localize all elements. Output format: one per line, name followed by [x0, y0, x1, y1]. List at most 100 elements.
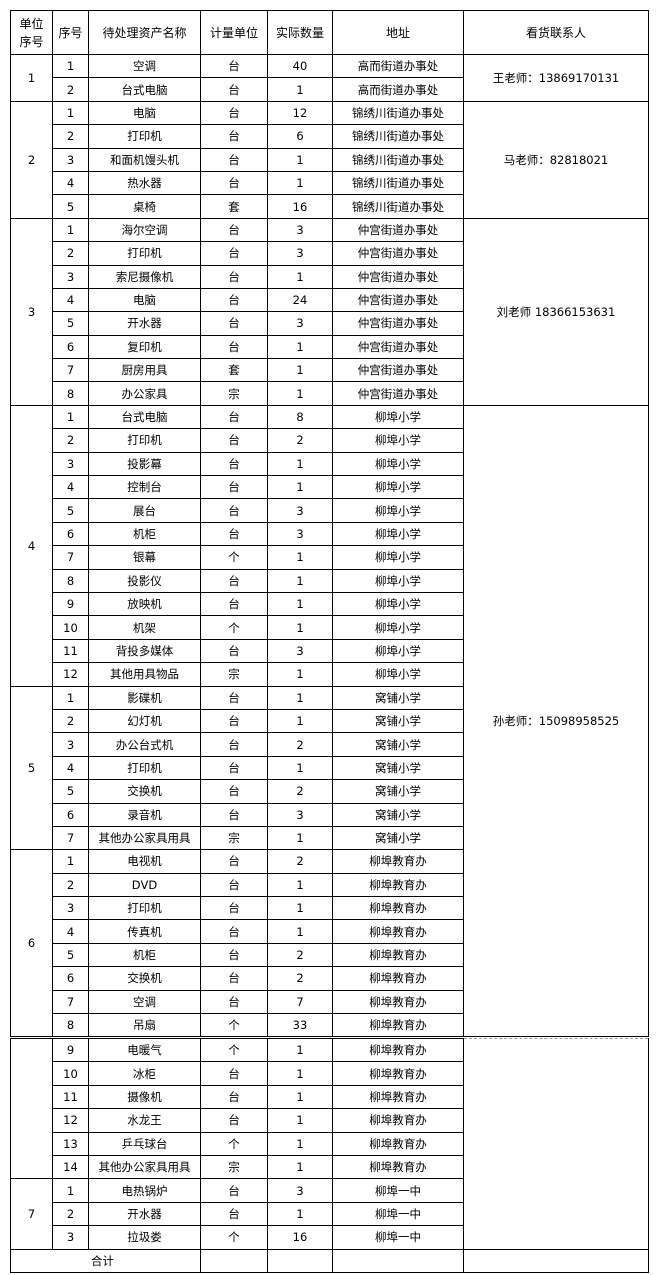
- item-seq: 3: [52, 264, 89, 289]
- item-address: 柳埠教育办: [332, 966, 464, 991]
- item-name: 开水器: [88, 311, 201, 336]
- item-measure-unit: 台: [200, 708, 268, 734]
- total-contact: [463, 1248, 649, 1273]
- item-seq: 8: [52, 1013, 89, 1038]
- item-quantity: 1: [267, 615, 333, 640]
- table-row: 5 展台台 3 柳埠小学: [11, 498, 649, 523]
- item-address: 柳埠教育办: [332, 1108, 464, 1133]
- item-measure-unit: 台: [200, 404, 268, 430]
- item-seq: 4: [52, 170, 89, 196]
- item-name: DVD: [88, 872, 201, 898]
- header-contact: 看货联系人: [463, 10, 649, 55]
- table-row: 3 投影幕台 1 柳埠小学: [11, 451, 649, 477]
- contact-person: [463, 1038, 649, 1250]
- table-row: 4 传真机台 1 柳埠教育办: [11, 919, 649, 944]
- item-name: 控制台: [88, 475, 201, 500]
- item-address: 仲宫街道办事处: [332, 358, 464, 383]
- item-quantity: 1: [267, 568, 333, 593]
- item-seq: 11: [52, 638, 89, 664]
- table-row: 6 1 电视机台 2 柳埠教育办: [10, 849, 649, 1038]
- item-measure-unit: 台: [200, 451, 268, 477]
- unit-number: 3: [10, 217, 53, 406]
- item-name: 其他办公家具用具: [88, 1154, 201, 1180]
- asset-table-part-2: 9 电暖气个 1 柳埠教育办 10 冰柜台 1 柳埠教育办 11 摄像机台 1 柳埠教育办 12 水龙王台…: [10, 1037, 649, 1273]
- item-name: 吊扇: [88, 1013, 201, 1038]
- item-quantity: 1: [267, 77, 333, 102]
- item-quantity: 1: [267, 919, 333, 944]
- item-seq: 11: [52, 1084, 89, 1110]
- item-address: 柳埠小学: [332, 568, 464, 593]
- table-row: 7 1 电热锅炉台 3 柳埠一中: [10, 1178, 649, 1250]
- item-measure-unit: 宗: [200, 825, 268, 851]
- item-address: 仲宫街道办事处: [332, 334, 464, 360]
- table-row: 2 1 电脑台 12 锦绣川街道办事处 马老师：82818021: [10, 100, 649, 219]
- item-name: 电热锅炉: [88, 1178, 201, 1203]
- item-quantity: 3: [267, 498, 333, 523]
- item-quantity: 16: [267, 194, 333, 219]
- table-row: 8 办公家具宗 1 仲宫街道办事处: [11, 381, 649, 406]
- item-name: 开水器: [88, 1201, 201, 1227]
- unit-number: 4: [10, 404, 53, 687]
- item-seq: 7: [52, 825, 89, 851]
- item-measure-unit: 台: [200, 966, 268, 991]
- contact-person: 刘老师 18366153631: [463, 217, 649, 406]
- item-measure-unit: 台: [200, 896, 268, 921]
- item-address: 柳埠小学: [332, 498, 464, 523]
- item-address: 锦绣川街道办事处: [332, 194, 464, 219]
- item-name: 电暖气: [88, 1037, 201, 1063]
- item-seq: 6: [52, 802, 89, 827]
- item-address: 仲宫街道办事处: [332, 241, 464, 266]
- item-address: 柳埠一中: [332, 1178, 464, 1203]
- item-seq: 8: [52, 381, 89, 406]
- table-row: 6 机柜台 3 柳埠小学: [11, 521, 649, 547]
- item-measure-unit: 台: [200, 732, 268, 757]
- item-address: 柳埠小学: [332, 404, 464, 430]
- item-address: 柳埠小学: [332, 615, 464, 640]
- table-row: 11 摄像机台 1 柳埠教育办: [11, 1084, 649, 1110]
- item-name: 背投多媒体: [88, 638, 201, 664]
- item-seq: 10: [52, 1061, 89, 1086]
- item-measure-unit: 个: [200, 1225, 268, 1250]
- item-quantity: 1: [267, 170, 333, 196]
- item-seq: 1: [52, 404, 89, 430]
- item-name: 厨房用具: [88, 358, 201, 383]
- item-seq: 12: [52, 662, 89, 687]
- table-row: 8 吊扇个 33 柳埠教育办: [11, 1013, 649, 1038]
- item-seq: 2: [52, 708, 89, 734]
- table-row: 3 办公台式机台 2 窝铺小学: [11, 732, 649, 757]
- item-name: 交换机: [88, 779, 201, 804]
- item-name: 银幕: [88, 545, 201, 570]
- item-seq: 1: [52, 1178, 89, 1203]
- table-row: 12 水龙王台 1 柳埠教育办: [11, 1108, 649, 1133]
- item-quantity: 2: [267, 942, 333, 968]
- table-row: 9 电暖气个 1 柳埠教育办: [10, 1037, 649, 1250]
- item-measure-unit: 台: [200, 475, 268, 500]
- item-quantity: 1: [267, 1061, 333, 1086]
- item-measure-unit: 台: [200, 942, 268, 968]
- item-quantity: 2: [267, 732, 333, 757]
- item-seq: 2: [52, 428, 89, 453]
- item-address: 仲宫街道办事处: [332, 217, 464, 243]
- item-name: 海尔空调: [88, 217, 201, 243]
- item-quantity: 1: [267, 662, 333, 687]
- table-row: 3 索尼摄像机台 1 仲宫街道办事处: [11, 264, 649, 289]
- item-seq: 2: [52, 124, 89, 149]
- item-quantity: 2: [267, 966, 333, 991]
- item-seq: 9: [52, 591, 89, 617]
- item-address: 高而街道办事处: [332, 53, 464, 79]
- item-name: 放映机: [88, 591, 201, 617]
- table-row: 2 台式电脑台 1 高而街道办事处: [11, 77, 649, 102]
- item-quantity: 1: [267, 1201, 333, 1227]
- item-quantity: 3: [267, 638, 333, 664]
- item-address: 仲宫街道办事处: [332, 264, 464, 289]
- item-name: 水龙王: [88, 1108, 201, 1133]
- item-address: 锦绣川街道办事处: [332, 147, 464, 172]
- asset-table-part-1: 单位 序号 序号 待处理资产名称 计量单位 实际数量 地址 看货联系人 1 1 空调台 40 高而街…: [10, 10, 649, 1038]
- contact-person: 王老师：13869170131: [463, 54, 649, 102]
- item-measure-unit: 台: [200, 428, 268, 453]
- item-name: 电脑: [88, 100, 201, 126]
- table-row: 3 1 海尔空调台 3 仲宫街道办事处 刘老师 18366153631: [10, 217, 649, 406]
- item-name: 录音机: [88, 802, 201, 827]
- table-row: 5 机柜台 2 柳埠教育办: [11, 942, 649, 968]
- table-row: 6 交换机台 2 柳埠教育办: [11, 966, 649, 991]
